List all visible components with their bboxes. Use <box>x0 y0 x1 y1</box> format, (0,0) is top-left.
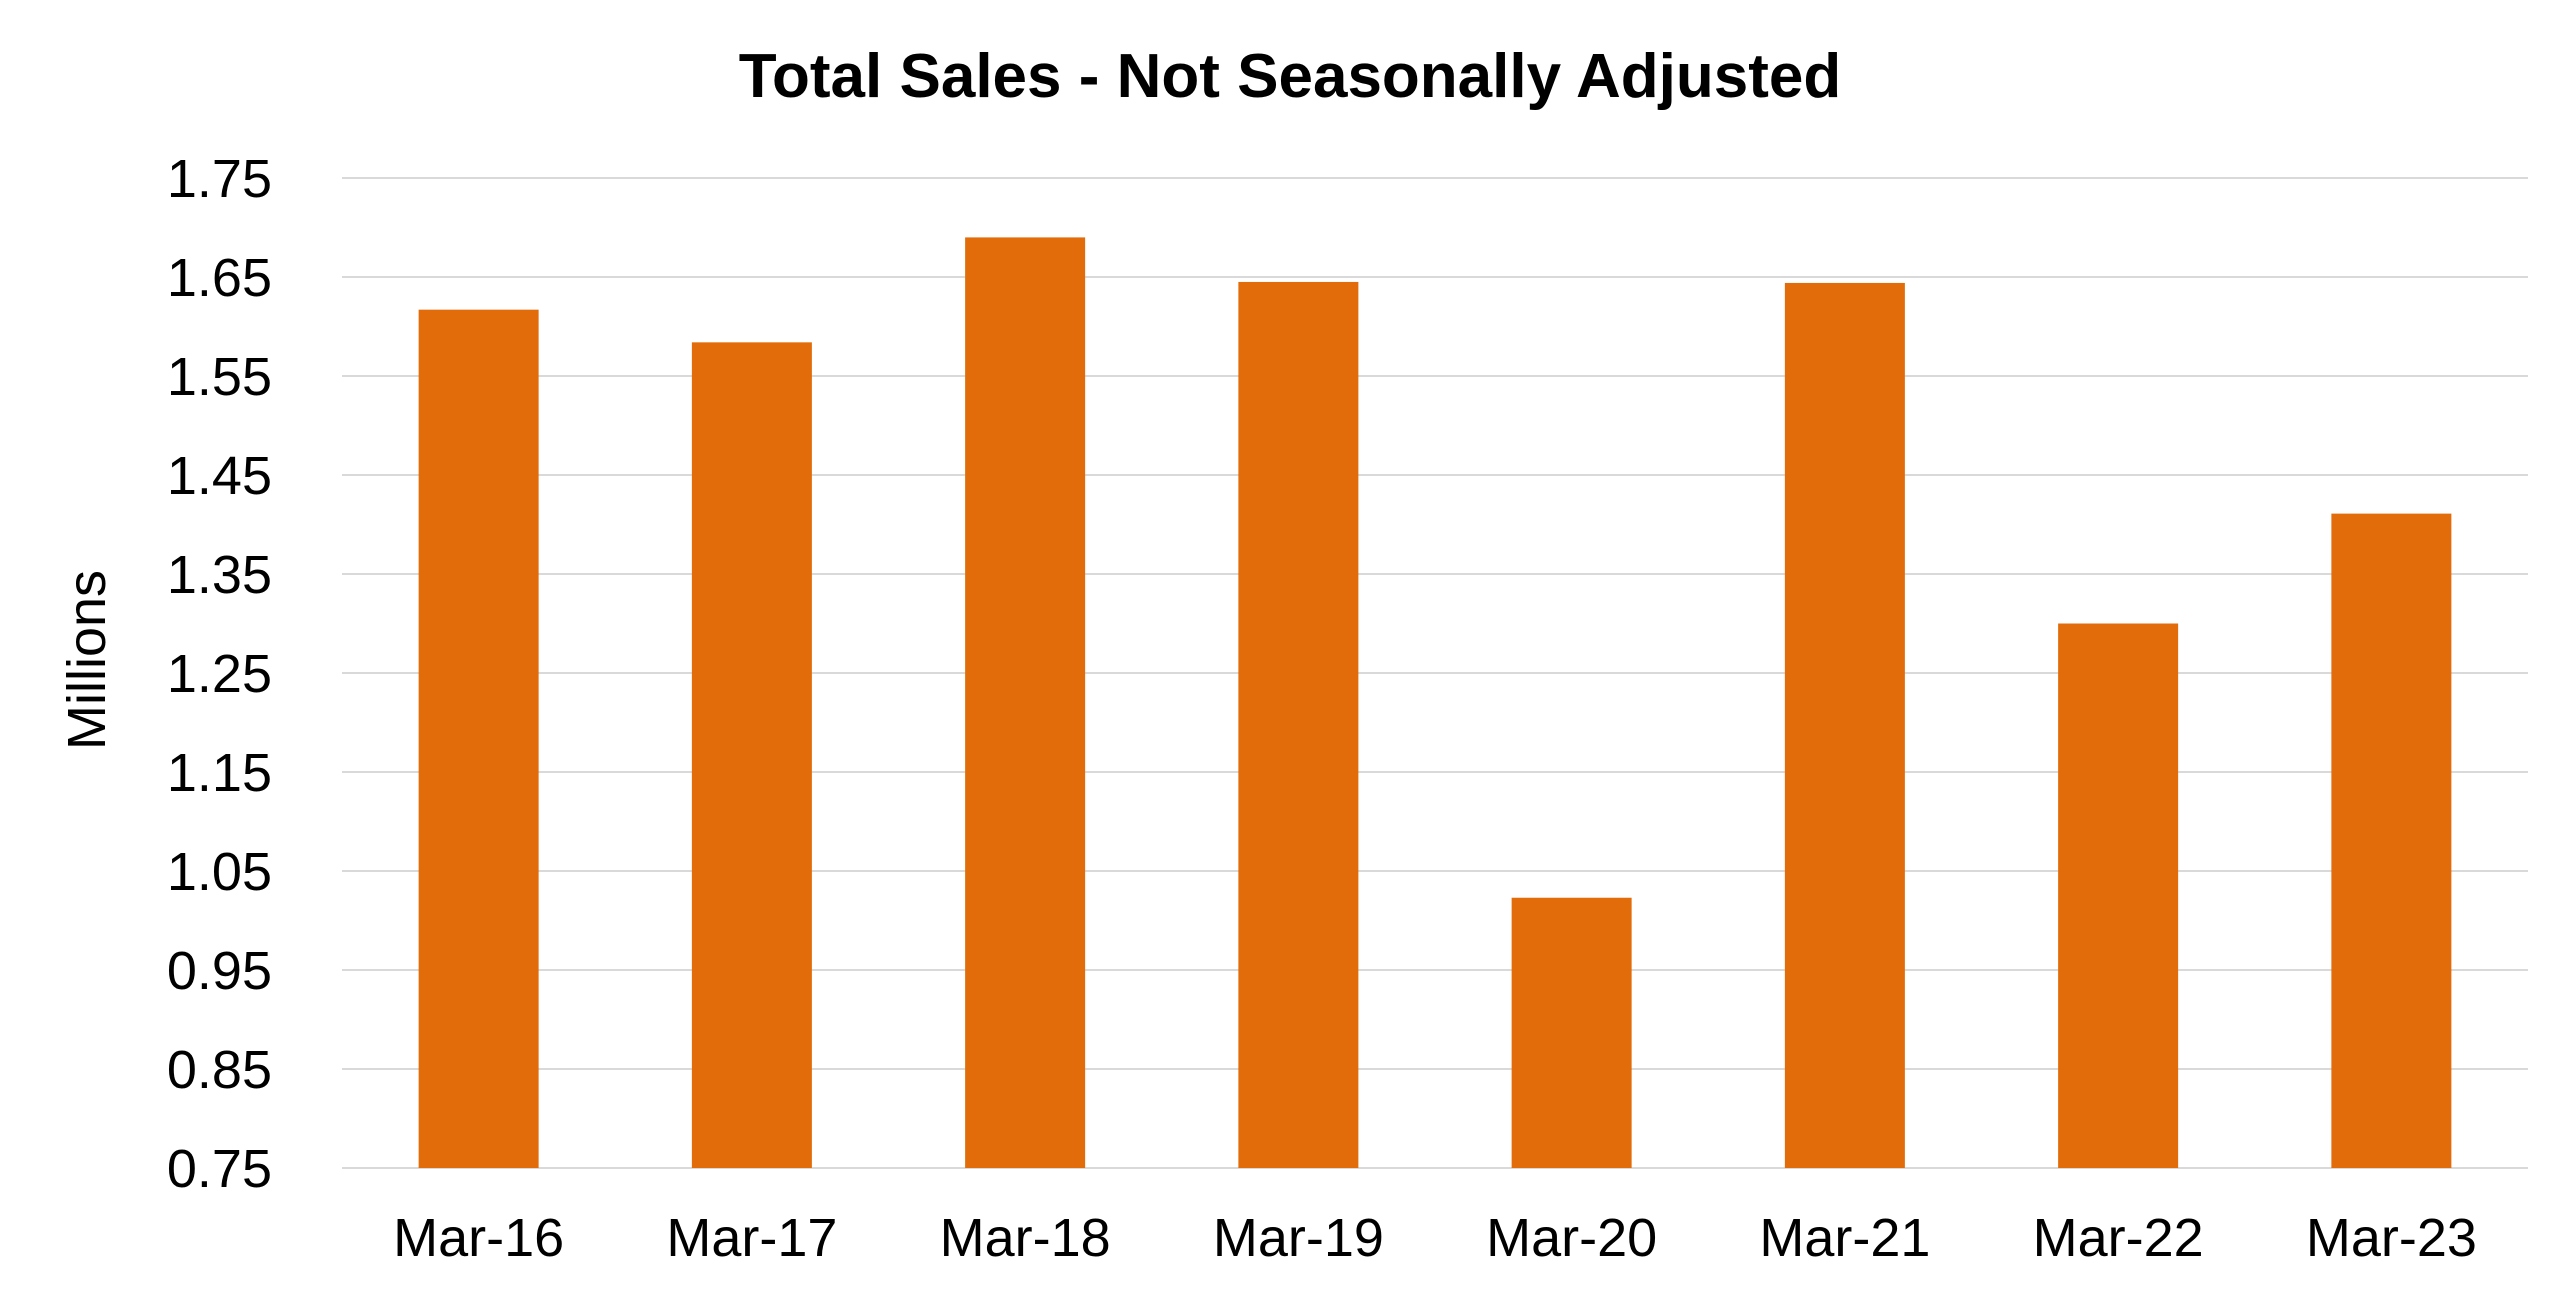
y-tick-label: 1.45 <box>167 446 272 506</box>
gridlines <box>342 177 2528 1169</box>
x-tick-label: Mar-18 <box>940 1208 1111 1268</box>
x-tick-label: Mar-17 <box>666 1208 837 1268</box>
bar-mar-16 <box>418 309 539 1168</box>
bar-mar-21 <box>1784 282 1905 1168</box>
y-axis-ticks: 0.75 0.85 0.95 1.05 1.15 1.25 1.35 1.45 1.55 1.65… <box>167 149 272 1199</box>
bar-mar-22 <box>2058 623 2179 1168</box>
x-tick-label: Mar-23 <box>2306 1208 2477 1268</box>
bar-mar-23 <box>2331 513 2452 1168</box>
bar-mar-17 <box>691 342 812 1169</box>
x-tick-label: Mar-20 <box>1486 1208 1657 1268</box>
bars <box>418 237 2452 1169</box>
bar-mar-20 <box>1511 897 1632 1168</box>
chart-title: Total Sales - Not Seasonally Adjusted <box>739 42 1841 111</box>
x-tick-label: Mar-19 <box>1213 1208 1384 1268</box>
y-tick-label: 1.25 <box>167 644 272 704</box>
y-axis-label: Millions <box>57 570 117 750</box>
y-tick-label: 0.95 <box>167 941 272 1001</box>
bar-mar-18 <box>965 237 1086 1168</box>
x-tick-label: Mar-21 <box>1759 1208 1930 1268</box>
y-tick-label: 0.85 <box>167 1040 272 1100</box>
y-tick-label: 1.55 <box>167 347 272 407</box>
y-tick-label: 1.65 <box>167 248 272 308</box>
x-axis-ticks: Mar-16 Mar-17 Mar-18 Mar-19 Mar-20 Mar-21 Mar-… <box>393 1208 2477 1268</box>
x-tick-label: Mar-22 <box>2033 1208 2204 1268</box>
y-tick-label: 1.15 <box>167 743 272 803</box>
bar-mar-19 <box>1238 281 1359 1168</box>
y-tick-label: 1.05 <box>167 842 272 902</box>
y-tick-label: 1.35 <box>167 545 272 605</box>
y-tick-label: 0.75 <box>167 1139 272 1199</box>
x-tick-label: Mar-16 <box>393 1208 564 1268</box>
y-tick-label: 1.75 <box>167 149 272 209</box>
